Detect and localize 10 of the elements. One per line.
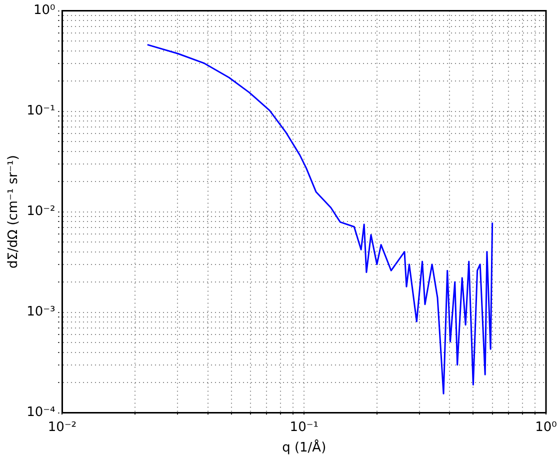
y-tick-label: 10⁻³ — [26, 304, 56, 320]
x-axis-title: q (1/Å) — [282, 438, 326, 456]
x-tick-label: 10⁻¹ — [290, 420, 318, 435]
x-tick-label: 10⁰ — [535, 420, 557, 435]
y-tick-label: 10⁻² — [26, 204, 56, 220]
y-tick-label: 10⁻¹ — [26, 104, 56, 119]
x-tick-label: 10⁻² — [48, 420, 77, 435]
y-axis-title: dΣ/dΩ (cm⁻¹ sr⁻¹) — [6, 155, 22, 269]
y-tick-label: 10⁰ — [33, 3, 56, 18]
y-tick-label: 10⁻⁴ — [26, 405, 56, 420]
